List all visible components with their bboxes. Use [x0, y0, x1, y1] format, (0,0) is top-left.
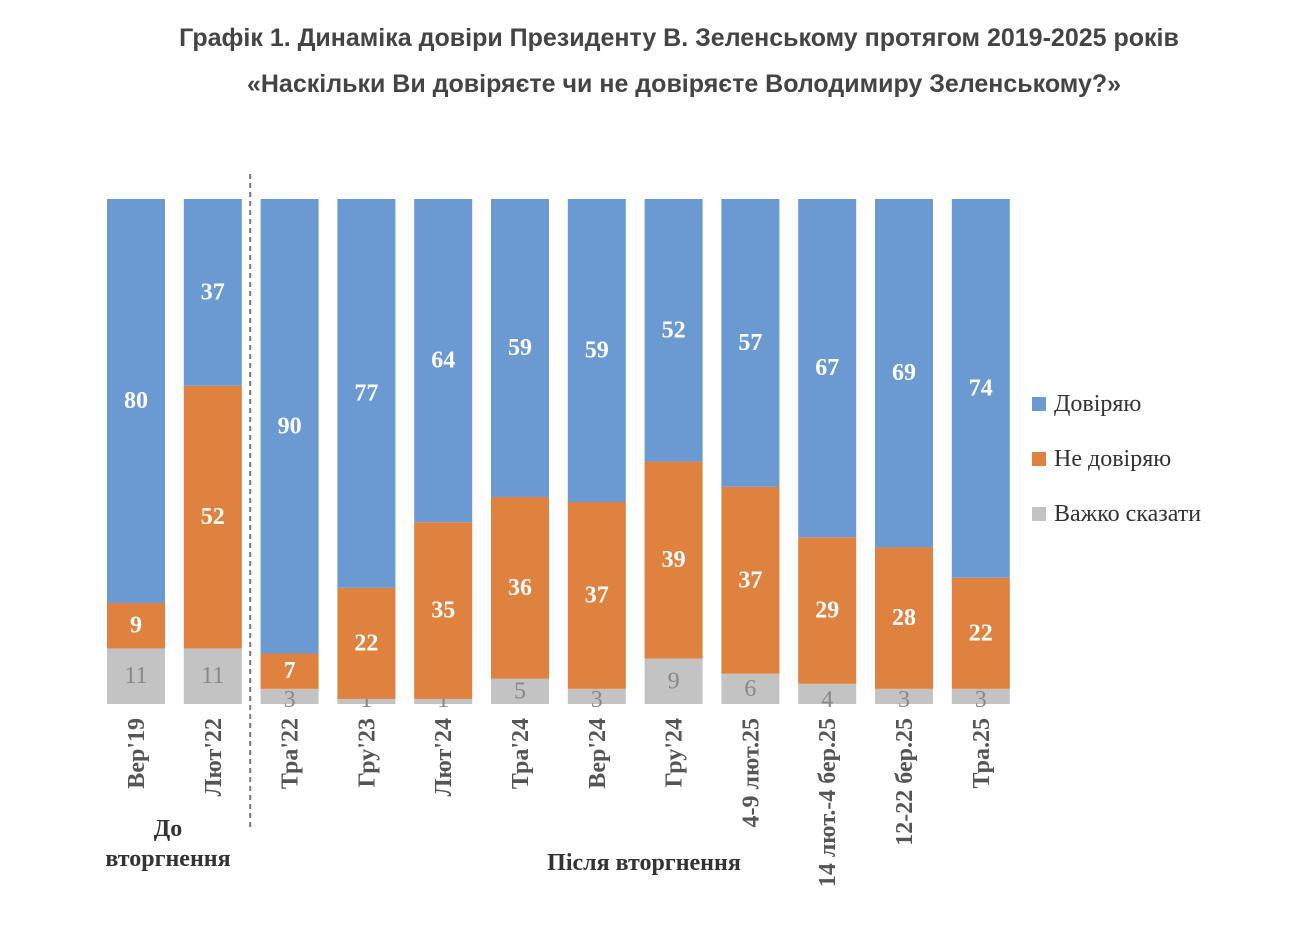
bar-hard-to-say: [875, 688, 933, 704]
bar-trust: [183, 199, 242, 386]
data-label-trust: 37: [201, 279, 225, 305]
bar-trust: [644, 199, 703, 462]
data-label-distrust: 37: [585, 582, 609, 608]
data-label-hard-to-say: 5: [514, 678, 526, 704]
bar-hard-to-say: [491, 678, 549, 704]
bar-hard-to-say: [107, 648, 165, 704]
category-label: Тра.25: [969, 718, 995, 788]
data-label-distrust: 36: [508, 575, 532, 601]
bar-trust: [721, 199, 780, 487]
data-label-distrust: 37: [738, 567, 762, 593]
data-label-trust: 74: [969, 375, 993, 401]
bar-trust: [491, 199, 549, 497]
data-label-trust: 52: [662, 317, 686, 343]
data-label-hard-to-say: 3: [898, 687, 910, 713]
data-label-distrust: 7: [284, 658, 296, 684]
bar-distrust: [951, 577, 1010, 689]
data-label-distrust: 52: [201, 504, 225, 530]
legend-swatch-hard-to-say: [1032, 507, 1046, 521]
category-label: Тра'22: [278, 718, 304, 789]
data-label-trust: 67: [815, 355, 839, 381]
category-label: Лют'24: [431, 718, 457, 796]
bar-hard-to-say: [951, 688, 1010, 704]
category-label: 4-9 лют.25: [738, 718, 764, 827]
bar-hard-to-say: [721, 673, 780, 704]
data-label-trust: 90: [278, 413, 302, 439]
bar-hard-to-say: [183, 648, 242, 704]
data-label-trust: 80: [124, 388, 148, 414]
data-label-hard-to-say: 11: [201, 663, 224, 689]
bar-distrust: [183, 385, 242, 649]
legend-item-distrust: Не довіряю: [1032, 445, 1201, 473]
chart-title: Графік 1. Динаміка довіри Президенту В. …: [179, 24, 1179, 52]
group-label-after-invasion: Після вторгнення: [547, 850, 741, 876]
data-label-trust: 59: [585, 338, 609, 364]
bar-distrust: [414, 522, 473, 699]
data-label-hard-to-say: 6: [744, 676, 756, 702]
data-label-trust: 69: [892, 360, 916, 386]
bar-trust: [875, 199, 933, 548]
bar-distrust: [491, 496, 549, 679]
bar-trust: [798, 199, 857, 538]
data-label-trust: 59: [508, 335, 532, 361]
bar-hard-to-say: [414, 698, 473, 704]
legend-label-distrust: Не довіряю: [1054, 445, 1172, 472]
data-label-hard-to-say: 11: [124, 663, 147, 689]
data-label-trust: 57: [738, 330, 762, 356]
bar-trust: [414, 199, 473, 523]
data-label-hard-to-say: 9: [668, 668, 680, 694]
chart-subtitle: «Наскільки Ви довіряєте чи не довіряєте …: [246, 70, 1122, 98]
bar-hard-to-say: [644, 658, 703, 704]
bar-trust: [260, 199, 319, 654]
bar-hard-to-say: [260, 688, 319, 704]
bar-hard-to-say: [337, 698, 396, 704]
data-label-trust: 77: [354, 380, 378, 406]
data-label-distrust: 39: [662, 547, 686, 573]
data-label-distrust: 22: [354, 630, 378, 656]
category-label: Тра'24: [508, 718, 534, 789]
legend-swatch-distrust: [1032, 452, 1046, 466]
category-label: 14 лют.-4 бер.25: [815, 718, 841, 887]
bar-trust: [337, 199, 396, 588]
bar-distrust: [798, 537, 857, 684]
category-label: Гру'24: [662, 718, 688, 787]
category-label: Вер'19: [124, 718, 150, 789]
legend-swatch-trust: [1032, 397, 1046, 411]
category-label: 12-22 бер.25: [892, 718, 918, 846]
data-label-hard-to-say: 3: [975, 687, 987, 713]
data-label-distrust: 28: [892, 605, 916, 631]
legend-label-hard-to-say: Важко сказати: [1054, 500, 1202, 527]
legend: Довіряю Не довіряю Важко сказати: [1032, 390, 1201, 555]
bar-hard-to-say: [798, 683, 857, 704]
legend-label-trust: Довіряю: [1054, 390, 1142, 417]
category-label: Вер'24: [585, 718, 611, 789]
bar-trust: [107, 199, 165, 603]
legend-item-hard-to-say: Важко сказати: [1032, 500, 1201, 528]
category-label: Гру'23: [354, 718, 380, 787]
legend-item-trust: Довіряю: [1032, 390, 1201, 418]
data-label-distrust: 9: [130, 613, 142, 639]
category-label: Лют'22: [201, 718, 227, 796]
bar-distrust: [875, 547, 933, 689]
data-label-hard-to-say: 3: [284, 687, 296, 713]
group-label-before-invasion: До вторгнення: [105, 816, 230, 872]
data-label-trust: 64: [431, 348, 455, 374]
bar-trust: [951, 199, 1010, 578]
bar-distrust: [721, 486, 780, 674]
bar-distrust: [337, 587, 396, 699]
bar-distrust: [644, 461, 703, 659]
bar-hard-to-say: [567, 688, 626, 704]
data-label-distrust: 22: [969, 620, 993, 646]
bar-trust: [567, 199, 626, 502]
data-label-distrust: 35: [431, 598, 455, 624]
bar-distrust: [567, 502, 626, 689]
data-label-hard-to-say: 4: [821, 687, 833, 713]
bar-distrust: [107, 603, 165, 649]
data-label-distrust: 29: [815, 598, 839, 624]
bar-distrust: [260, 653, 319, 689]
data-label-hard-to-say: 3: [591, 687, 603, 713]
